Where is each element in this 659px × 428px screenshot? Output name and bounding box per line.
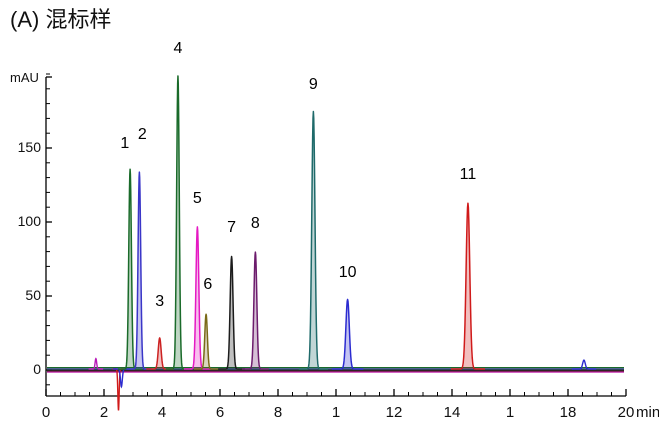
peak-label-2: 2 bbox=[137, 126, 147, 144]
peak-label-7: 7 bbox=[227, 219, 237, 237]
y-axis-tick-label: 150 bbox=[17, 139, 41, 155]
peak-fill-6 bbox=[196, 315, 217, 369]
peak-label-4: 4 bbox=[173, 40, 183, 58]
y-axis-tick-label: 100 bbox=[17, 213, 41, 229]
peak-trace-8 bbox=[241, 251, 270, 370]
x-axis-tick-label: 1 bbox=[505, 404, 515, 421]
peak-label-11: 11 bbox=[459, 166, 477, 184]
x-axis-tick-label: 4 bbox=[157, 404, 167, 421]
x-axis-unit-label: min bbox=[636, 404, 659, 421]
peak-trace-11 bbox=[450, 202, 486, 370]
y-axis-tick-label: 0 bbox=[33, 361, 41, 377]
peak-fill-8 bbox=[244, 253, 267, 369]
y-axis-tick-label: 50 bbox=[25, 287, 41, 303]
peak-trace-7 bbox=[217, 255, 246, 370]
peak-label-8: 8 bbox=[250, 214, 260, 232]
peak-label-1: 1 bbox=[120, 135, 130, 153]
x-axis-tick-label: 14 bbox=[443, 404, 461, 421]
x-axis-tick-label: 12 bbox=[385, 404, 403, 421]
peak-fill-3 bbox=[148, 338, 171, 369]
x-axis-tick-label: 20 bbox=[617, 404, 635, 421]
peak-fill-1 bbox=[120, 172, 141, 369]
peak-fill-9 bbox=[301, 115, 326, 369]
peak-fill-2 bbox=[129, 175, 150, 369]
peak-label-10: 10 bbox=[338, 263, 357, 281]
x-axis-tick-label: 8 bbox=[273, 404, 283, 421]
peak-fill-4 bbox=[167, 80, 188, 370]
peak-trace-5 bbox=[183, 226, 212, 370]
minor-feature-magenta-preblip bbox=[88, 357, 104, 370]
peak-fill-5 bbox=[186, 229, 209, 369]
peak-fill-10 bbox=[334, 300, 361, 369]
peak-label-3: 3 bbox=[155, 293, 165, 311]
x-axis-tick-label: 0 bbox=[41, 404, 51, 421]
minor-feature-late-blue-bump bbox=[571, 359, 597, 370]
peak-fill-7 bbox=[220, 258, 243, 369]
y-axis-unit-label: mAU bbox=[10, 70, 39, 85]
peak-trace-6 bbox=[193, 313, 219, 370]
x-axis-tick-label: 18 bbox=[559, 404, 577, 421]
figure-title: (A) 混标样 bbox=[10, 7, 112, 32]
peak-label-5: 5 bbox=[192, 189, 202, 207]
x-axis-tick-label: 2 bbox=[99, 404, 109, 421]
minor-feature-blue-disturbance bbox=[112, 368, 130, 389]
peak-trace-1 bbox=[117, 168, 143, 370]
peak-label-6: 6 bbox=[203, 275, 213, 293]
x-axis-tick-label: 1 bbox=[331, 404, 341, 421]
peak-trace-9 bbox=[298, 110, 329, 370]
peak-fill-11 bbox=[453, 205, 482, 369]
peak-label-9: 9 bbox=[308, 75, 318, 93]
peak-trace-10 bbox=[331, 298, 364, 370]
x-axis-tick-label: 6 bbox=[215, 404, 225, 421]
